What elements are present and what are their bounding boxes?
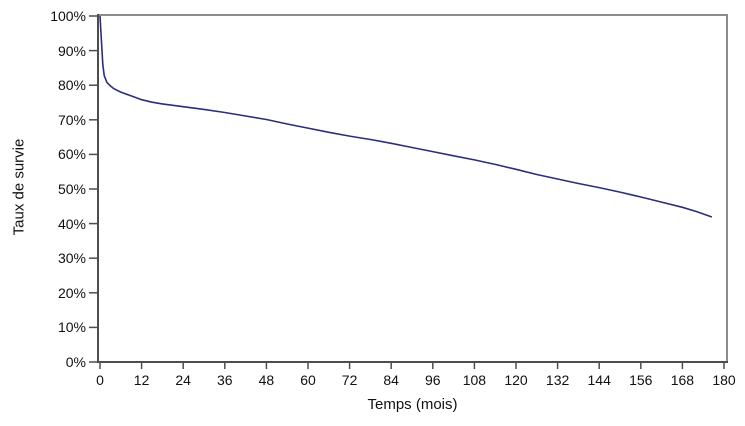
y-tick-label: 90%	[57, 42, 86, 59]
y-tick-label: 40%	[57, 215, 86, 232]
y-tick-label: 100%	[50, 8, 86, 24]
y-axis-title: Taux de survie	[10, 138, 28, 236]
y-tick-label: 20%	[57, 284, 86, 301]
x-tick-label: 36	[217, 372, 233, 388]
y-tick-label: 0%	[65, 354, 86, 370]
x-tick-label: 96	[425, 372, 441, 388]
y-tick-label: 10%	[57, 319, 86, 336]
x-tick-label: 144	[587, 372, 611, 388]
x-tick-label: 84	[383, 372, 399, 388]
x-tick-label: 60	[300, 372, 316, 388]
x-axis-title: Temps (mois)	[367, 396, 458, 413]
y-tick-label: 30%	[57, 250, 86, 267]
x-tick-label: 132	[545, 372, 570, 388]
y-tick-label: 60%	[57, 146, 86, 163]
x-tick-label: 0	[96, 372, 104, 388]
survival-curve	[99, 15, 713, 218]
x-tick-label: 168	[670, 372, 695, 388]
x-tick-label: 24	[175, 372, 191, 388]
x-tick-label: 156	[629, 372, 653, 388]
x-tick-label: 72	[341, 372, 358, 388]
x-tick-label: 12	[133, 372, 150, 388]
y-tick-label: 70%	[57, 111, 86, 128]
y-tick-label: 50%	[57, 181, 86, 197]
x-tick-label: 108	[462, 372, 487, 388]
x-tick-label: 120	[504, 372, 528, 388]
x-tick-label: 180	[712, 372, 736, 388]
x-tick-label: 48	[258, 372, 275, 388]
y-tick-label: 80%	[57, 77, 86, 94]
